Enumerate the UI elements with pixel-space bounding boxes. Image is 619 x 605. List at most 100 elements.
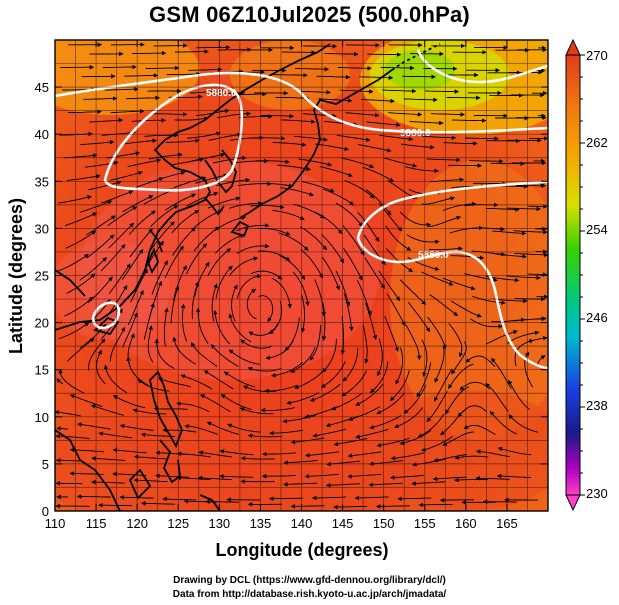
streamline bbox=[175, 49, 209, 54]
streamline bbox=[81, 74, 116, 79]
streamline bbox=[231, 284, 238, 322]
streamline bbox=[204, 499, 240, 504]
streamline bbox=[368, 482, 403, 487]
streamline bbox=[388, 112, 423, 117]
streamline bbox=[401, 74, 436, 80]
streamline bbox=[434, 346, 445, 383]
streamline bbox=[210, 344, 239, 367]
streamline bbox=[490, 161, 525, 166]
streamline bbox=[240, 456, 275, 461]
streamline bbox=[56, 378, 63, 385]
streamline bbox=[362, 325, 369, 364]
streamline bbox=[311, 495, 346, 501]
streamline bbox=[196, 45, 231, 50]
streamline bbox=[229, 200, 263, 209]
streamline bbox=[240, 339, 273, 349]
streamline bbox=[96, 349, 106, 385]
streamline bbox=[76, 494, 111, 499]
streamline bbox=[339, 89, 374, 94]
streamline bbox=[492, 253, 527, 259]
credit-line-data: Data from http://database.rish.kyoto-u.a… bbox=[172, 589, 447, 600]
streamline bbox=[258, 295, 274, 322]
streamline bbox=[347, 451, 382, 458]
streamline bbox=[298, 158, 333, 167]
streamline bbox=[112, 471, 147, 477]
streamline bbox=[172, 336, 196, 365]
colorbar-label: 270 bbox=[586, 48, 608, 63]
streamline bbox=[385, 225, 412, 251]
axis-ticks bbox=[54, 40, 548, 512]
streamline bbox=[537, 355, 546, 365]
streamline bbox=[55, 458, 83, 463]
streamline bbox=[309, 324, 322, 361]
streamline bbox=[66, 273, 96, 294]
streamline bbox=[133, 477, 168, 483]
contour-label: 5880.0 bbox=[400, 128, 431, 139]
streamline bbox=[343, 248, 363, 281]
streamline bbox=[286, 392, 320, 405]
x-axis-label: Longitude (degrees) bbox=[215, 540, 388, 560]
streamline bbox=[194, 261, 210, 297]
streamline bbox=[347, 473, 382, 479]
streamline bbox=[383, 157, 418, 168]
streamline bbox=[77, 422, 111, 430]
streamline bbox=[65, 230, 97, 249]
credit-line-drawing: Drawing by DCL (https://www.gfd-dennou.o… bbox=[173, 575, 446, 586]
streamline bbox=[273, 72, 308, 78]
y-tick-label: 30 bbox=[35, 221, 49, 236]
streamline bbox=[421, 271, 454, 286]
x-tick-label: 165 bbox=[496, 516, 518, 531]
streamline bbox=[98, 431, 133, 439]
streamline bbox=[164, 245, 184, 279]
streamline bbox=[108, 222, 135, 249]
streamline bbox=[208, 132, 243, 141]
streamline bbox=[497, 446, 532, 456]
streamline bbox=[130, 268, 148, 303]
streamline bbox=[172, 227, 196, 256]
streamline bbox=[293, 203, 325, 219]
streamline bbox=[428, 215, 462, 228]
streamline bbox=[325, 482, 360, 488]
streamline bbox=[390, 474, 425, 480]
streamline bbox=[319, 166, 353, 177]
x-tick-label: 115 bbox=[86, 516, 107, 531]
streamline bbox=[425, 89, 460, 94]
streamline bbox=[217, 111, 252, 119]
streamline bbox=[269, 496, 304, 501]
streamline bbox=[162, 496, 197, 502]
streamline bbox=[91, 456, 126, 461]
streamline bbox=[390, 452, 425, 461]
streamline bbox=[123, 138, 158, 145]
streamline bbox=[362, 166, 395, 182]
streamline bbox=[356, 280, 372, 316]
streamline bbox=[433, 454, 468, 463]
streamline bbox=[88, 338, 106, 371]
streamline bbox=[58, 195, 92, 204]
x-tick-label: 150 bbox=[373, 516, 395, 531]
streamline bbox=[355, 383, 384, 406]
streamline bbox=[403, 97, 438, 103]
streamline bbox=[128, 210, 156, 235]
streamline bbox=[380, 65, 415, 71]
streamline bbox=[430, 112, 466, 117]
streamline bbox=[207, 196, 241, 209]
streamline bbox=[84, 160, 119, 168]
streamline bbox=[56, 426, 69, 431]
streamline bbox=[342, 225, 365, 256]
streamline bbox=[180, 374, 213, 390]
y-tick-label: 20 bbox=[35, 316, 49, 331]
streamline bbox=[399, 429, 432, 446]
streamline bbox=[238, 114, 273, 119]
streamline bbox=[341, 157, 375, 169]
streamline bbox=[485, 330, 518, 345]
streamline bbox=[463, 424, 496, 435]
colorbar-upper-triangle bbox=[565, 38, 581, 56]
contour-label: 5880.0 bbox=[206, 88, 237, 99]
streamline bbox=[283, 482, 318, 487]
streamline bbox=[176, 451, 211, 458]
streamline bbox=[108, 263, 131, 294]
streamline bbox=[417, 413, 445, 438]
streamline bbox=[358, 144, 392, 153]
streamline bbox=[508, 379, 530, 411]
streamline bbox=[67, 109, 102, 115]
